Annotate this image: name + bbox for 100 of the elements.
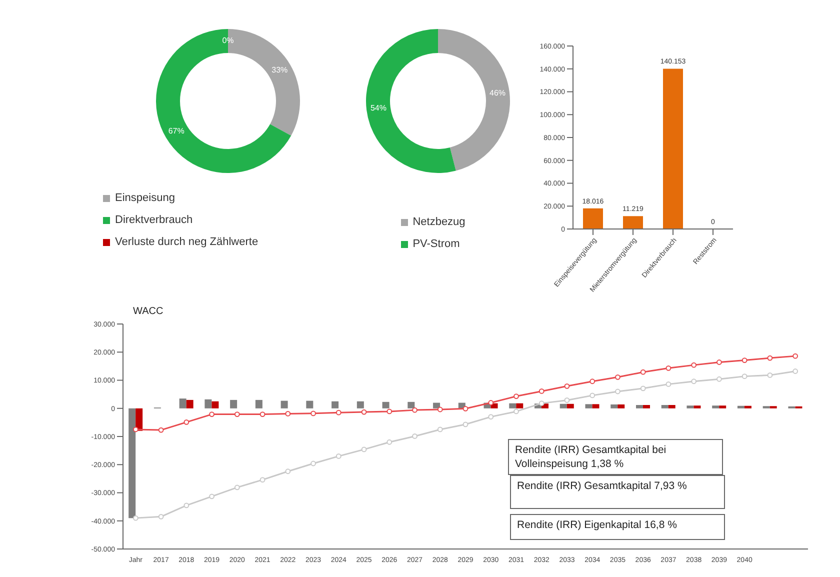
donut-slice [156,29,292,173]
point [792,368,798,374]
bar [204,399,212,408]
bar [661,405,668,408]
point [615,374,620,380]
bar [610,404,618,408]
point [666,365,672,371]
bar [560,404,567,408]
point [640,369,646,375]
bar [583,208,603,229]
point [336,453,342,459]
bar [694,406,701,408]
legend-label: Verluste durch neg Zählwerte [115,236,258,248]
point [538,400,544,406]
point [742,374,748,380]
bar [128,408,136,518]
bar [642,405,650,408]
legend-label: Netzbezug [412,216,466,228]
point [184,502,190,508]
bar [744,406,752,408]
bar [382,402,390,408]
bar [509,403,516,408]
bar [636,405,643,408]
legend-label: Einspeisung [115,192,175,204]
point [437,406,443,412]
bar [668,405,676,408]
data-label: 33% [272,66,288,75]
point [716,376,722,382]
point [462,406,468,412]
point [209,494,214,500]
annotation: Rendite (IRR) Eigenkapital 16,8 % [510,514,725,540]
point [158,427,164,433]
bar [618,404,625,408]
bar [712,406,720,408]
bar [663,68,683,229]
point [361,409,367,415]
point [260,412,266,417]
point [361,446,367,452]
point [285,468,291,474]
bar [230,400,238,408]
point [488,400,494,406]
bar [516,403,524,408]
point [462,422,468,428]
point [716,360,722,365]
point [234,484,240,490]
point [158,514,164,520]
annotation: Rendite (IRR) Gesamtkapital 7,93 % [510,475,725,509]
point [310,410,316,416]
point [767,355,773,361]
bar [186,400,194,408]
point [132,515,138,521]
point [564,398,570,403]
point [437,426,443,432]
point [234,412,240,417]
point [514,394,519,399]
data-label: 54% [370,104,386,113]
bar [306,400,314,408]
point [285,411,291,416]
bar [592,404,600,408]
bar [356,401,364,408]
chart-title: WACC [133,306,164,317]
bar [179,398,186,408]
bar [212,401,219,408]
bar [585,404,592,408]
point [132,426,138,432]
point [412,434,418,439]
data-label: 46% [490,88,506,98]
text: 0% [222,36,234,46]
data-label: 67% [168,126,184,136]
bar [686,406,694,408]
bar [737,406,744,408]
point [691,362,697,368]
bar [332,401,339,408]
point [412,407,418,413]
point [590,392,596,398]
point [666,381,672,387]
bar [719,406,726,408]
point [615,388,620,394]
point [590,378,596,384]
bar [433,402,440,408]
legend-label: PV-Strom [412,238,460,250]
annotation: Rendite (IRR) Gesamtkapital bei Volleinspeisung 1,38 % [508,439,723,475]
point [386,408,392,414]
bar [408,402,415,408]
point [792,353,798,359]
point [386,439,392,445]
point [538,388,544,394]
legend-label: Direktverbrauch [115,214,193,226]
point [184,419,190,425]
donut-slice [366,29,456,173]
point [640,386,646,392]
bar [280,400,288,408]
donut-slice [438,29,510,171]
point [336,410,342,416]
point [691,378,697,384]
point [514,408,519,414]
bar [136,408,143,431]
point [742,358,748,363]
point [488,414,494,420]
point [209,412,214,417]
